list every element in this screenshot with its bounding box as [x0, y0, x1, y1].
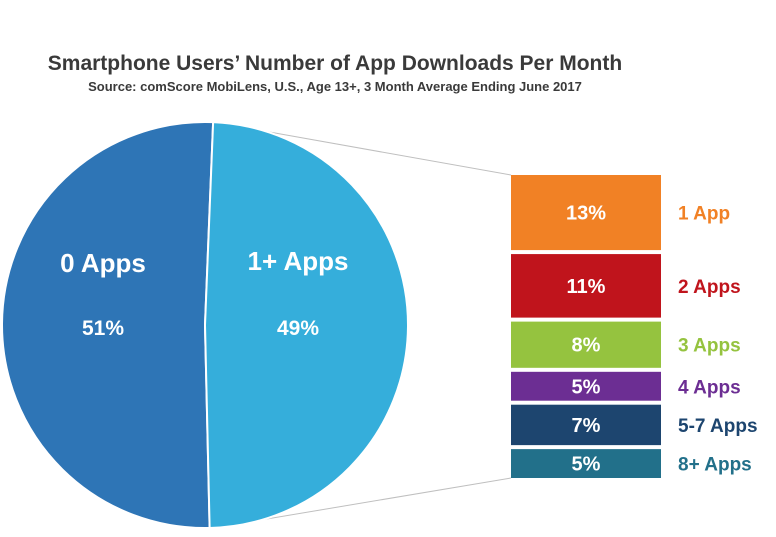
bar-segment-value: 7% [572, 415, 601, 437]
bar-segment-value: 8% [572, 335, 601, 357]
pie-slice-value: 51% [82, 317, 124, 340]
breakdown-category-labels: 1 App 2 Apps 3 Apps 4 Apps 5-7 Apps 8+ Apps [678, 204, 758, 476]
pie-labels: 0 Apps 51% 1+ Apps 49% [60, 246, 348, 340]
bar-segment-value: 5% [572, 376, 601, 398]
pie-slice [1, 121, 215, 529]
breakdown-bar: 13% 11% 8% 5% 7% 5% [511, 175, 661, 478]
chart-subtitle: Source: comScore MobiLens, U.S., Age 13+… [88, 79, 582, 94]
pie-slice-label: 1+ Apps [248, 246, 349, 276]
bar-segment [511, 321, 661, 368]
bar-segment [511, 404, 661, 446]
bar-segment-category: 4 Apps [678, 377, 741, 398]
bar-segment-category: 3 Apps [678, 336, 741, 357]
chart-title: Smartphone Users’ Number of App Download… [47, 52, 623, 75]
bar-segment-category: 2 Apps [678, 277, 741, 298]
bar-segment-category: 1 App [678, 204, 730, 225]
bar-segment [511, 254, 661, 318]
bar-segment [511, 175, 661, 251]
pie-slice-value: 49% [277, 317, 319, 340]
pie-slice-label: 0 Apps [60, 248, 146, 278]
bar-segment-value: 13% [566, 203, 606, 225]
pie [1, 121, 409, 529]
pie-slice [203, 121, 409, 529]
bar-segment-category: 5-7 Apps [678, 416, 758, 437]
bar-segment-value: 5% [572, 454, 601, 476]
bar-segment [511, 371, 661, 401]
bar-segment [511, 449, 661, 478]
bar-segment-value: 11% [567, 276, 606, 298]
bar-segment-category: 8+ Apps [678, 455, 752, 476]
